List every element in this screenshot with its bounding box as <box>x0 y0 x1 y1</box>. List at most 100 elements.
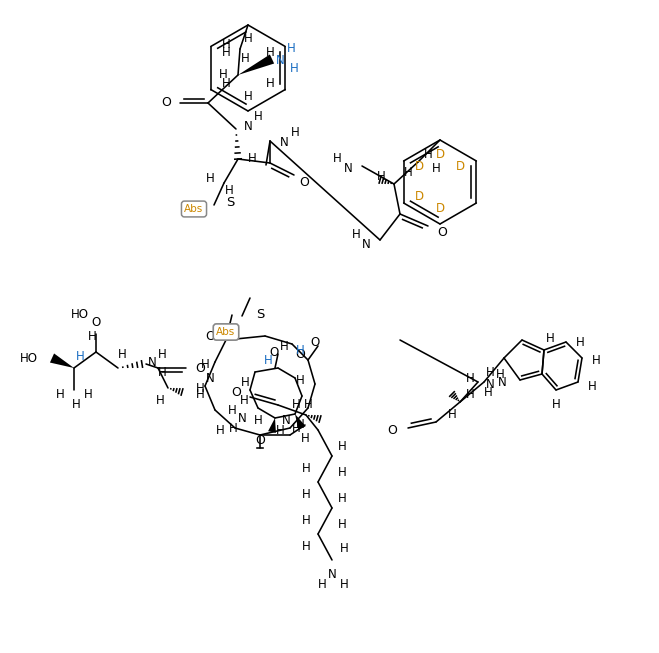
Text: H: H <box>333 151 341 165</box>
Polygon shape <box>295 414 306 430</box>
Text: O: O <box>231 387 241 400</box>
Text: H: H <box>221 46 230 59</box>
Text: H: H <box>575 336 585 349</box>
Text: H: H <box>76 349 84 362</box>
Text: H: H <box>156 394 164 407</box>
Text: H: H <box>546 332 554 345</box>
Text: H: H <box>227 404 237 417</box>
Text: H: H <box>296 374 304 387</box>
Text: H: H <box>304 398 312 411</box>
Text: O: O <box>437 225 447 238</box>
Text: H: H <box>466 372 474 385</box>
Text: H: H <box>279 340 289 353</box>
Text: H: H <box>266 46 275 59</box>
Text: H: H <box>424 148 432 161</box>
Text: H: H <box>302 539 310 552</box>
Text: O: O <box>299 176 309 189</box>
Text: H: H <box>215 424 224 436</box>
Text: O: O <box>387 424 397 436</box>
Text: H: H <box>296 417 304 430</box>
Text: H: H <box>377 170 386 182</box>
Text: H: H <box>403 165 413 178</box>
Text: H: H <box>240 394 248 407</box>
Text: H: H <box>302 488 310 500</box>
Text: D: D <box>415 191 424 204</box>
Text: H: H <box>84 389 92 402</box>
Text: H: H <box>432 161 440 174</box>
Text: H: H <box>55 389 65 402</box>
Text: H: H <box>221 77 230 90</box>
Text: D: D <box>436 202 445 215</box>
Text: N: N <box>279 136 289 150</box>
Polygon shape <box>268 418 276 433</box>
Text: H: H <box>196 381 204 394</box>
Text: HO: HO <box>20 351 38 364</box>
Text: H: H <box>266 77 275 90</box>
Text: N: N <box>206 372 214 385</box>
Polygon shape <box>238 54 274 75</box>
Text: H: H <box>200 358 210 372</box>
Text: H: H <box>337 517 347 530</box>
Text: H: H <box>466 387 474 400</box>
Text: H: H <box>292 422 301 436</box>
Polygon shape <box>50 353 74 368</box>
Text: H: H <box>72 398 80 411</box>
Text: N: N <box>362 238 370 251</box>
Text: H: H <box>291 127 299 140</box>
Text: H: H <box>447 407 457 421</box>
Text: H: H <box>264 353 272 366</box>
Text: H: H <box>339 541 349 554</box>
Text: H: H <box>117 347 127 360</box>
Text: H: H <box>592 353 600 366</box>
Text: Abs: Abs <box>185 204 204 214</box>
Text: H: H <box>337 466 347 479</box>
Text: H: H <box>302 513 310 526</box>
Text: H: H <box>289 61 299 74</box>
Text: H: H <box>339 577 349 590</box>
Text: N: N <box>328 567 336 581</box>
Text: H: H <box>244 91 252 103</box>
Text: S: S <box>226 197 234 210</box>
Text: H: H <box>196 389 204 402</box>
Text: H: H <box>248 153 256 165</box>
Text: H: H <box>241 52 249 65</box>
Text: S: S <box>256 308 264 321</box>
Text: H: H <box>588 379 596 392</box>
Text: H: H <box>496 368 504 381</box>
Text: N: N <box>281 415 291 428</box>
Text: N: N <box>343 161 353 174</box>
Text: N: N <box>275 54 285 67</box>
Text: O: O <box>205 330 215 343</box>
Text: H: H <box>254 413 262 426</box>
Text: N: N <box>148 355 156 368</box>
Text: H: H <box>302 462 310 475</box>
Text: N: N <box>238 411 246 424</box>
Text: O: O <box>270 345 279 358</box>
Text: H: H <box>301 432 309 445</box>
Text: H: H <box>484 385 492 398</box>
Text: H: H <box>552 398 560 411</box>
Text: H: H <box>292 398 301 411</box>
Text: HO: HO <box>71 308 89 321</box>
Text: H: H <box>244 33 252 46</box>
Text: H: H <box>275 424 285 436</box>
Text: H: H <box>241 375 249 389</box>
Text: N: N <box>498 375 506 389</box>
Text: O: O <box>195 362 205 375</box>
Text: H: H <box>158 347 166 360</box>
Text: H: H <box>352 227 360 240</box>
Text: H: H <box>225 185 233 197</box>
Text: O: O <box>255 434 265 447</box>
Text: H: H <box>337 492 347 505</box>
Text: H: H <box>318 577 326 590</box>
Text: H: H <box>337 439 347 453</box>
Text: D: D <box>415 161 424 174</box>
Text: H: H <box>206 172 214 185</box>
Text: O: O <box>161 97 171 110</box>
Text: N: N <box>244 119 252 133</box>
Text: O: O <box>92 315 101 328</box>
Text: H: H <box>221 39 231 52</box>
Text: H: H <box>158 366 166 379</box>
Text: H: H <box>296 343 304 357</box>
Text: H: H <box>254 110 262 123</box>
